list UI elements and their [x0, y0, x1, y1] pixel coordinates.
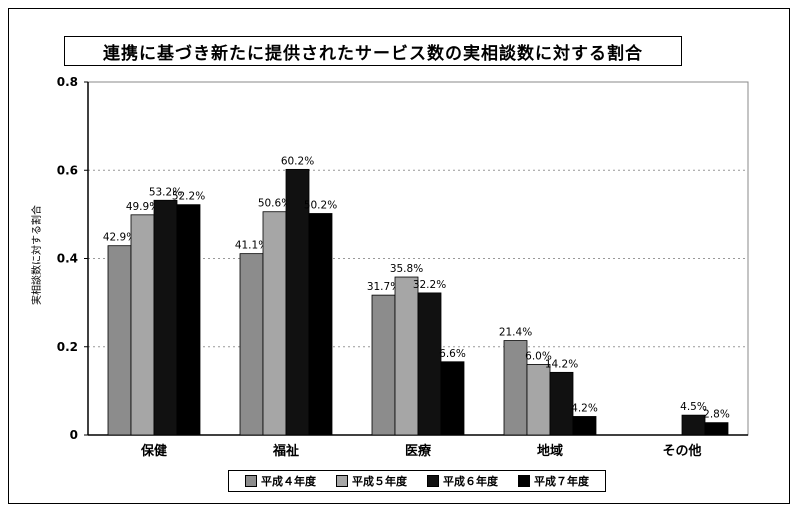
bar	[681, 414, 706, 436]
data-label: 60.2%	[281, 155, 314, 167]
x-tick-label: 保健	[140, 443, 167, 459]
legend: 平成４年度 平成５年度 平成６年度 平成７年度	[228, 470, 606, 492]
data-label: 2.8%	[703, 409, 730, 421]
legend-label: 平成７年度	[534, 475, 589, 488]
legend-swatch	[518, 475, 530, 487]
x-tick-label: 医療	[405, 443, 432, 459]
y-tick-label: 0.8	[57, 75, 78, 89]
bar	[308, 213, 333, 436]
data-label: 4.5%	[680, 401, 707, 413]
bar	[107, 245, 132, 436]
data-label: 32.2%	[413, 279, 446, 291]
bar	[526, 363, 551, 436]
bar	[371, 294, 396, 436]
data-label: 21.4%	[499, 327, 532, 339]
bar	[130, 214, 155, 436]
data-label: 53.2%	[149, 186, 182, 198]
legend-item: 平成４年度	[245, 473, 316, 489]
bar	[153, 199, 178, 436]
data-label: 6.0%	[525, 350, 552, 362]
legend-item: 平成６年度	[427, 473, 498, 489]
data-label: 6.6%	[439, 348, 466, 360]
y-tick-label: 0.2	[57, 340, 78, 354]
legend-item: 平成５年度	[336, 473, 407, 489]
legend-swatch	[245, 475, 257, 487]
legend-label: 平成５年度	[352, 475, 407, 488]
bar	[572, 416, 597, 436]
bar	[239, 253, 264, 436]
legend-item: 平成７年度	[518, 473, 589, 489]
bar	[704, 422, 729, 436]
bar	[417, 292, 442, 436]
data-label: 49.9%	[126, 201, 159, 213]
data-label: 42.9%	[103, 232, 136, 244]
y-tick-label: 0.6	[57, 163, 78, 177]
legend-label: 平成４年度	[261, 475, 316, 488]
y-tick-label: 0	[70, 428, 78, 442]
data-label: 41.1%	[235, 240, 268, 252]
bar	[549, 371, 574, 436]
legend-swatch	[336, 475, 348, 487]
data-label: 35.8%	[390, 263, 423, 275]
bar	[503, 340, 528, 436]
y-tick-label: 0.4	[57, 252, 78, 266]
legend-swatch	[427, 475, 439, 487]
x-tick-label: 福祉	[272, 443, 299, 459]
data-label: 31.7%	[367, 281, 400, 293]
chart-title: 連携に基づき新たに提供されたサービス数の実相談数に対する割合	[64, 36, 682, 66]
data-label: 50.2%	[304, 199, 337, 211]
data-label: 50.6%	[258, 198, 291, 210]
y-axis-label: 実相談数に対する割合	[32, 205, 43, 305]
legend-label: 平成６年度	[443, 475, 498, 488]
data-label: 52.2%	[172, 191, 205, 203]
x-tick-label: その他	[662, 443, 701, 459]
x-tick-label: 地域	[537, 443, 563, 459]
bar	[440, 361, 465, 436]
bar	[394, 276, 419, 436]
bar	[262, 211, 287, 436]
bar	[176, 204, 201, 436]
data-label: 14.2%	[545, 358, 578, 370]
data-label: 4.2%	[571, 402, 598, 414]
